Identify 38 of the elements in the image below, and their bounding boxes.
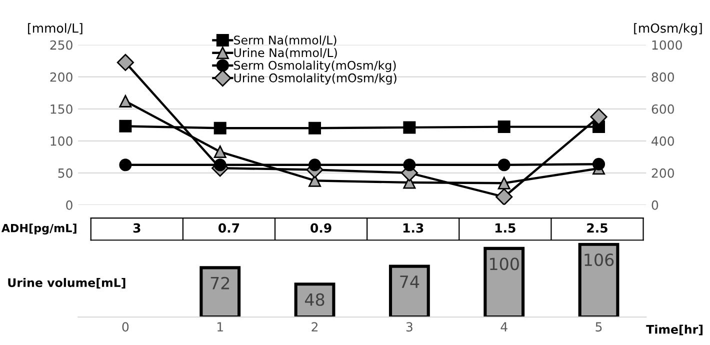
data-label: 100 (490, 258, 519, 270)
y-axis-title: [mmol/L] (28, 23, 82, 34)
legend-label: Serm Osmolality(mOsm/kg) (234, 60, 396, 72)
y-tick-label: 50 (58, 168, 72, 178)
text: ADH[pg/mL] (1, 224, 76, 234)
data-label: 48 (304, 293, 324, 306)
data-label: 72 (210, 276, 230, 290)
legend-label: Urine Osmolality(mOsm/kg) (234, 73, 396, 85)
text: 0.9 (310, 223, 332, 233)
y2-tick-label: 400 (652, 136, 674, 146)
y-tick-label: 200 (50, 72, 72, 82)
y2-axis-title: [mOsm/kg] (634, 23, 702, 36)
x-tick-label: 1 (217, 322, 223, 332)
y2-tick-label: 800 (652, 72, 674, 82)
x-tick-label: 3 (406, 322, 412, 332)
y-axis-title: Urine volume[mL] (8, 278, 126, 288)
text: 0.7 (218, 223, 240, 233)
y-tick-label: 250 (50, 40, 72, 50)
x-tick-label: 2 (312, 322, 318, 332)
legend-label: Urine Na(mmol/L) (234, 48, 337, 59)
text: 3 (133, 223, 140, 233)
y-tick-label: 150 (50, 104, 72, 114)
x-tick-label: 5 (596, 322, 602, 332)
y2-tick-label: 0 (652, 200, 658, 210)
text: 1.5 (496, 223, 516, 233)
data-label: 74 (400, 276, 420, 288)
x-axis-title: Time[hr] (646, 324, 703, 336)
y-tick-label: 100 (50, 136, 72, 146)
legend-label: Serm Na(mmol/L) (234, 35, 336, 46)
y2-tick-label: 600 (652, 104, 674, 114)
x-tick-label: 0 (122, 322, 129, 332)
y2-tick-label: 1000 (652, 40, 682, 50)
data-label: 106 (584, 254, 614, 266)
y2-tick-label: 200 (652, 168, 674, 178)
y-tick-label: 0 (66, 200, 72, 210)
text: 2.5 (587, 223, 608, 233)
x-tick-label: 4 (500, 322, 508, 332)
text: 1.3 (403, 223, 424, 233)
